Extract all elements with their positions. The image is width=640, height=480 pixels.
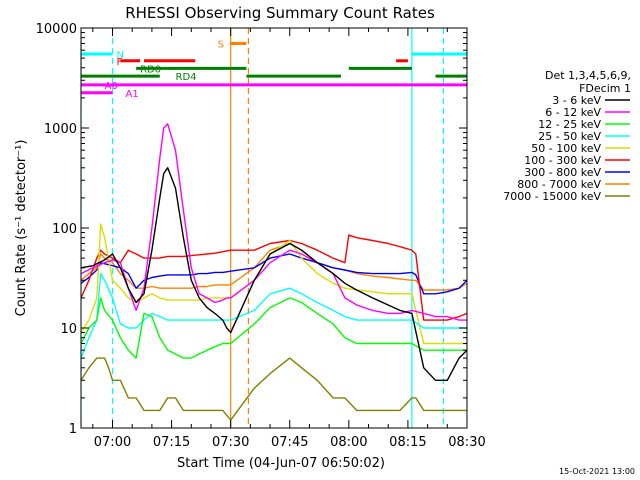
series-line-6-12-kev (81, 123, 467, 321)
x-tick-label-6: 08:15 (389, 435, 426, 450)
x-tick-label-1: 07:00 (94, 435, 131, 450)
footer-date: 15-Oct-2021 13:00 (559, 467, 635, 476)
legend-label-100-300-kev: 100 - 300 keV (524, 154, 601, 167)
series-line-50-100-kev (81, 223, 467, 345)
series-line-12-25-kev (81, 297, 467, 359)
state-label-s: S (218, 39, 224, 50)
legend-label-3-6-kev: 3 - 6 keV (552, 94, 601, 107)
x-tick-label-5: 08:00 (330, 435, 367, 450)
y-axis-title: Count Rate (s⁻¹ detector⁻¹) (14, 140, 29, 317)
x-tick-label-7: 08:30 (448, 435, 485, 450)
state-label-a1: A1 (126, 89, 139, 100)
series-line-100-300-kev (81, 234, 467, 321)
legend-label-7000-15000-kev: 7000 - 15000 keV (503, 190, 601, 203)
chart-title: RHESSI Observing Summary Count Rates (125, 4, 435, 22)
y-tick-label-1: 1 (69, 422, 77, 437)
y-tick-label-4: 1000 (44, 122, 77, 137)
x-tick-label-4: 07:45 (271, 435, 308, 450)
series-line-25-50-kev (81, 272, 467, 359)
y-tick-label-2: 10 (60, 322, 77, 337)
state-label-rd0: RD0 (140, 64, 161, 75)
state-label-n: N (116, 50, 123, 61)
series-line-3-6-kev (81, 167, 467, 381)
x-tick-label-2: 07:15 (153, 435, 190, 450)
series-line-800-7000-kev (81, 242, 467, 291)
y-tick-label-5: 10000 (36, 22, 77, 37)
legend-label-12-25-kev: 12 - 25 keV (538, 118, 601, 131)
legend-header-line-2: FDecim 1 (579, 82, 631, 95)
legend-label-800-7000-kev: 800 - 7000 keV (517, 178, 601, 191)
y-tick-label-3: 100 (52, 222, 77, 237)
x-axis-title: Start Time (04-Jun-07 06:50:02) (177, 456, 385, 471)
state-label-rd4: RD4 (176, 72, 197, 83)
state-label-f: F (116, 57, 122, 68)
legend-label-6-12-kev: 6 - 12 keV (545, 106, 601, 119)
legend-header-line-1: Det 1,3,4,5,6,9, (545, 69, 631, 82)
legend-label-300-800-kev: 300 - 800 keV (524, 166, 601, 179)
series-line-7000-15000-kev (81, 357, 467, 421)
legend-label-50-100-kev: 50 - 100 keV (531, 142, 601, 155)
legend-label-25-50-kev: 25 - 50 keV (538, 130, 601, 143)
plot-frame (80, 27, 468, 429)
x-tick-label-3: 07:30 (212, 435, 249, 450)
state-label-a0: A0 (105, 81, 118, 92)
